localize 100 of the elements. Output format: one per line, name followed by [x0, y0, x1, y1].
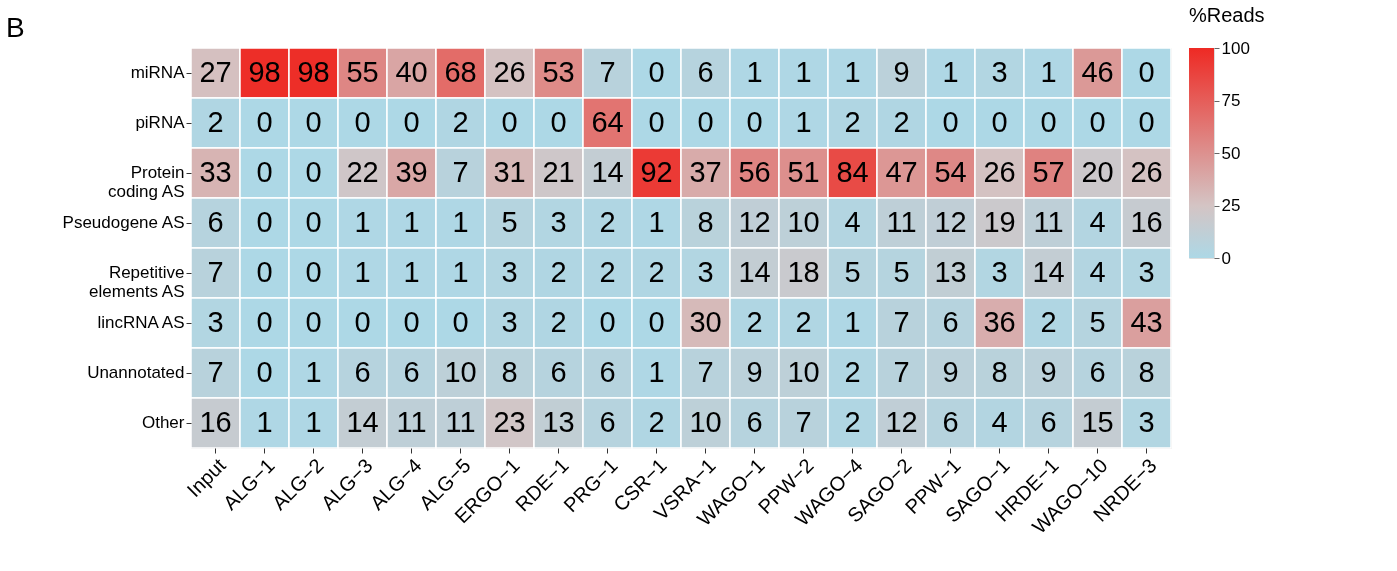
data-label: 0 [697, 106, 714, 138]
data-label: 11 [445, 406, 476, 438]
data-label: 9 [746, 356, 763, 388]
data-label: 0 [256, 256, 273, 288]
data-label: 0 [354, 306, 371, 338]
data-label: 1 [452, 256, 469, 288]
data-label: 12 [885, 406, 918, 438]
data-label: 84 [836, 156, 869, 188]
data-label: 8 [697, 206, 714, 238]
data-label: 53 [542, 56, 575, 88]
data-label: 5 [844, 256, 861, 288]
data-label: 2 [795, 306, 812, 338]
data-label: 1 [403, 206, 420, 238]
data-label: 22 [346, 156, 379, 188]
data-label: 0 [501, 106, 518, 138]
data-label: 0 [305, 306, 322, 338]
data-label: 26 [493, 56, 526, 88]
data-label: 10 [787, 206, 820, 238]
data-label: 2 [648, 406, 665, 438]
data-label: 2 [452, 106, 469, 138]
data-label: 14 [738, 256, 771, 288]
y-tick-label: Protein coding AS [107, 163, 185, 201]
data-label: 7 [207, 256, 224, 288]
data-label: 3 [501, 256, 518, 288]
data-label: 7 [893, 306, 910, 338]
data-label: 2 [1040, 306, 1057, 338]
data-label: 56 [738, 156, 771, 188]
data-label: 51 [787, 156, 820, 188]
data-label: 2 [550, 256, 567, 288]
data-label: 0 [452, 306, 469, 338]
data-label: 1 [844, 56, 861, 88]
data-label: 2 [207, 106, 224, 138]
data-label: 12 [738, 206, 771, 238]
data-label: 3 [207, 306, 224, 338]
y-tick-label: lincRNA AS [97, 313, 185, 332]
data-label: 1 [256, 406, 273, 438]
data-label: 3 [991, 256, 1008, 288]
data-label: 12 [934, 206, 967, 238]
data-label: 5 [893, 256, 910, 288]
y-tick-label: Repetitive elements AS [89, 263, 185, 301]
data-label: 7 [795, 406, 812, 438]
data-label: 55 [346, 56, 379, 88]
data-label: 31 [493, 156, 526, 188]
data-label: 10 [689, 406, 722, 438]
color-bar-label: 50 [1221, 143, 1241, 163]
data-label: 0 [1089, 106, 1106, 138]
data-label: 1 [648, 206, 665, 238]
data-label: 9 [1040, 356, 1057, 388]
data-label: 3 [1138, 256, 1155, 288]
data-label: 36 [983, 306, 1016, 338]
data-label: 4 [1089, 256, 1106, 288]
data-label: 6 [942, 406, 959, 438]
data-label: 19 [983, 206, 1016, 238]
data-label: 37 [689, 156, 722, 188]
data-label: 3 [501, 306, 518, 338]
y-tick-label: Pseudogene AS [62, 213, 185, 232]
data-label: 2 [599, 206, 616, 238]
data-label: 1 [354, 256, 371, 288]
data-label: 5 [1089, 306, 1106, 338]
data-label: 92 [640, 156, 673, 188]
color-bar-label: 0 [1221, 248, 1231, 268]
data-label: 14 [591, 156, 624, 188]
data-label: 0 [746, 106, 763, 138]
data-label: 6 [697, 56, 714, 88]
data-label: 39 [395, 156, 428, 188]
data-label: 1 [354, 206, 371, 238]
data-label: 16 [199, 406, 232, 438]
data-label: 2 [844, 406, 861, 438]
data-label: 0 [1138, 106, 1155, 138]
data-label: 98 [297, 56, 330, 88]
text: B [6, 12, 25, 44]
data-label: 64 [591, 106, 624, 138]
data-label: 3 [697, 256, 714, 288]
data-label: 0 [305, 156, 322, 188]
data-label: 7 [697, 356, 714, 388]
data-label: 0 [1040, 106, 1057, 138]
data-label: 23 [493, 406, 526, 438]
data-label: 6 [599, 356, 616, 388]
data-label: 0 [256, 356, 273, 388]
data-label: 9 [942, 356, 959, 388]
data-label: 0 [305, 106, 322, 138]
data-label: 8 [501, 356, 518, 388]
data-label: 11 [396, 406, 427, 438]
data-label: 33 [199, 156, 232, 188]
data-label: 0 [354, 106, 371, 138]
data-label: 0 [256, 306, 273, 338]
data-label: 6 [942, 306, 959, 338]
data-label: 1 [942, 56, 959, 88]
data-label: 9 [893, 56, 910, 88]
y-tick-label: piRNA [135, 113, 186, 132]
data-label: 3 [991, 56, 1008, 88]
data-label: 13 [542, 406, 575, 438]
data-label: 6 [1089, 356, 1106, 388]
data-label: 1 [1040, 56, 1057, 88]
data-label: 0 [991, 106, 1008, 138]
data-label: 6 [207, 206, 224, 238]
data-label: 7 [893, 356, 910, 388]
data-label: 20 [1081, 156, 1114, 188]
data-label: 4 [991, 406, 1008, 438]
data-label: 6 [354, 356, 371, 388]
